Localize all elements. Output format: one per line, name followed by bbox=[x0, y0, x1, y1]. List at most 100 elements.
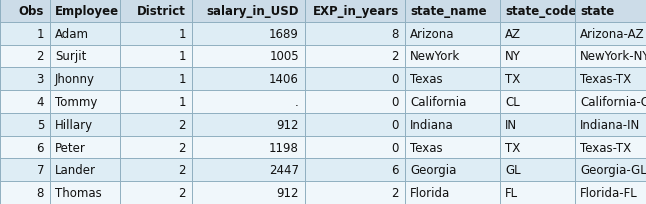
Text: 2: 2 bbox=[37, 50, 44, 63]
Bar bbox=[500, 181, 575, 204]
Text: 0: 0 bbox=[391, 73, 399, 86]
Text: Arizona: Arizona bbox=[410, 28, 455, 40]
Text: Adam: Adam bbox=[55, 28, 89, 40]
Text: Employee: Employee bbox=[55, 5, 119, 18]
Bar bbox=[120, 181, 192, 204]
Text: 1: 1 bbox=[37, 28, 44, 40]
Bar bbox=[575, 23, 646, 45]
Bar bbox=[305, 91, 405, 113]
Bar bbox=[575, 113, 646, 136]
Text: 2: 2 bbox=[391, 186, 399, 199]
Text: California-CL: California-CL bbox=[580, 95, 646, 109]
Text: 7: 7 bbox=[37, 164, 44, 176]
Text: 0: 0 bbox=[391, 95, 399, 109]
Bar bbox=[305, 0, 405, 23]
Text: District: District bbox=[137, 5, 186, 18]
Bar bbox=[120, 136, 192, 159]
Bar bbox=[0, 23, 50, 45]
Text: TX: TX bbox=[505, 73, 520, 86]
Text: 1: 1 bbox=[178, 28, 186, 40]
Text: 2: 2 bbox=[178, 164, 186, 176]
Text: EXP_in_years: EXP_in_years bbox=[313, 5, 399, 18]
Text: Florida-FL: Florida-FL bbox=[580, 186, 638, 199]
Bar bbox=[120, 68, 192, 91]
Text: Thomas: Thomas bbox=[55, 186, 102, 199]
Bar bbox=[575, 0, 646, 23]
Bar bbox=[192, 113, 305, 136]
Text: 1198: 1198 bbox=[269, 141, 299, 154]
Text: FL: FL bbox=[505, 186, 518, 199]
Text: salary_in_USD: salary_in_USD bbox=[207, 5, 299, 18]
Bar bbox=[500, 23, 575, 45]
Text: Texas-TX: Texas-TX bbox=[580, 141, 631, 154]
Text: NY: NY bbox=[505, 50, 521, 63]
Text: 1689: 1689 bbox=[269, 28, 299, 40]
Bar bbox=[192, 159, 305, 181]
Bar bbox=[500, 113, 575, 136]
Bar bbox=[0, 68, 50, 91]
Text: Georgia-GL: Georgia-GL bbox=[580, 164, 646, 176]
Bar bbox=[50, 181, 120, 204]
Text: Lander: Lander bbox=[55, 164, 96, 176]
Text: 1: 1 bbox=[178, 95, 186, 109]
Bar bbox=[192, 0, 305, 23]
Bar bbox=[575, 181, 646, 204]
Text: 5: 5 bbox=[37, 118, 44, 131]
Bar bbox=[0, 0, 50, 23]
Text: Surjit: Surjit bbox=[55, 50, 87, 63]
Bar bbox=[50, 23, 120, 45]
Bar bbox=[192, 23, 305, 45]
Bar bbox=[405, 181, 500, 204]
Bar bbox=[500, 0, 575, 23]
Bar bbox=[0, 159, 50, 181]
Bar bbox=[120, 91, 192, 113]
Bar bbox=[0, 113, 50, 136]
Bar bbox=[405, 45, 500, 68]
Text: Tommy: Tommy bbox=[55, 95, 98, 109]
Text: 0: 0 bbox=[391, 141, 399, 154]
Text: Florida: Florida bbox=[410, 186, 450, 199]
Text: state_code: state_code bbox=[505, 5, 576, 18]
Bar bbox=[405, 136, 500, 159]
Bar bbox=[405, 23, 500, 45]
Bar bbox=[305, 45, 405, 68]
Text: 2: 2 bbox=[178, 186, 186, 199]
Bar bbox=[120, 159, 192, 181]
Bar bbox=[50, 113, 120, 136]
Bar bbox=[305, 159, 405, 181]
Bar bbox=[575, 136, 646, 159]
Bar bbox=[405, 113, 500, 136]
Bar bbox=[405, 91, 500, 113]
Bar bbox=[50, 68, 120, 91]
Bar bbox=[305, 181, 405, 204]
Text: 4: 4 bbox=[37, 95, 44, 109]
Text: Indiana-IN: Indiana-IN bbox=[580, 118, 640, 131]
Bar bbox=[500, 45, 575, 68]
Bar bbox=[575, 159, 646, 181]
Bar bbox=[192, 68, 305, 91]
Text: Texas-TX: Texas-TX bbox=[580, 73, 631, 86]
Text: 8: 8 bbox=[37, 186, 44, 199]
Bar bbox=[50, 45, 120, 68]
Text: Jhonny: Jhonny bbox=[55, 73, 95, 86]
Text: state: state bbox=[580, 5, 614, 18]
Bar bbox=[575, 68, 646, 91]
Bar bbox=[192, 136, 305, 159]
Text: Texas: Texas bbox=[410, 141, 443, 154]
Bar bbox=[575, 45, 646, 68]
Text: CL: CL bbox=[505, 95, 520, 109]
Text: TX: TX bbox=[505, 141, 520, 154]
Text: Texas: Texas bbox=[410, 73, 443, 86]
Text: Obs: Obs bbox=[19, 5, 44, 18]
Text: Georgia: Georgia bbox=[410, 164, 456, 176]
Bar bbox=[120, 23, 192, 45]
Bar bbox=[0, 136, 50, 159]
Bar bbox=[50, 159, 120, 181]
Bar bbox=[0, 181, 50, 204]
Bar bbox=[50, 136, 120, 159]
Text: NewYork: NewYork bbox=[410, 50, 460, 63]
Text: IN: IN bbox=[505, 118, 517, 131]
Bar bbox=[500, 136, 575, 159]
Text: 1: 1 bbox=[178, 73, 186, 86]
Text: 3: 3 bbox=[37, 73, 44, 86]
